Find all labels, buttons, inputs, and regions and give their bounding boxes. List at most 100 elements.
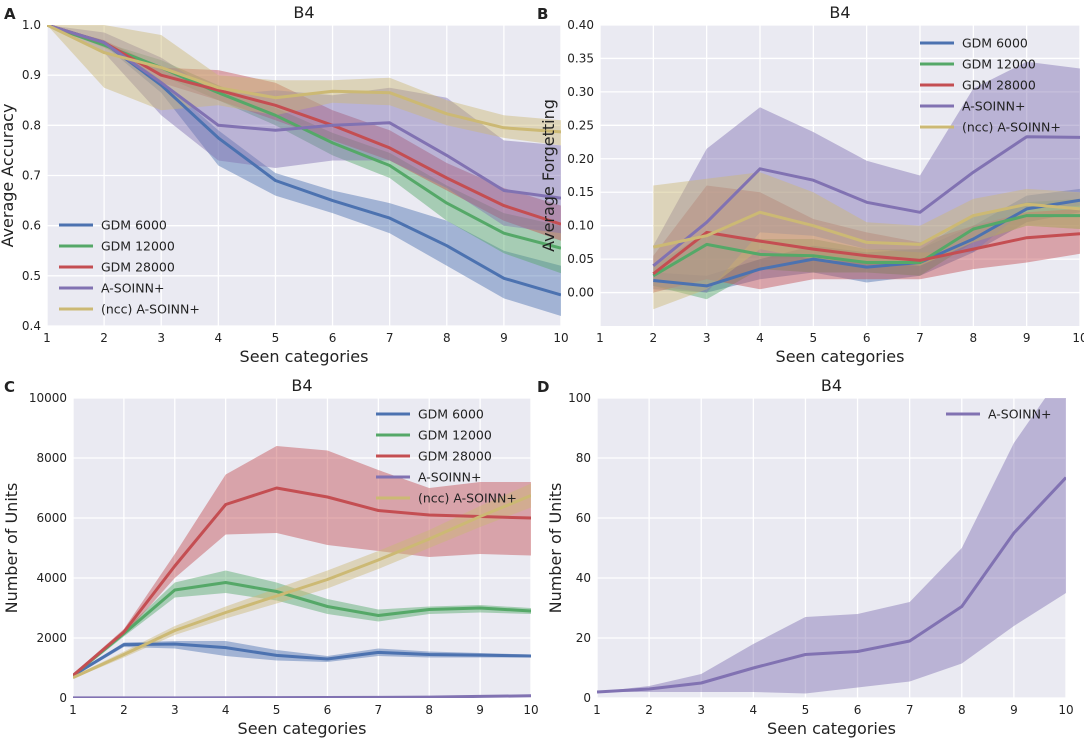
y-tick-label: 0.9	[22, 68, 41, 82]
x-tick-label: 4	[756, 331, 764, 345]
x-tick-label: 5	[273, 703, 281, 717]
y-tick-label: 60	[576, 511, 591, 525]
legend-label-gdm-28000: GDM 28000	[101, 260, 175, 275]
band-ncc-a-soinn	[73, 483, 531, 679]
y-tick-label: 8000	[36, 451, 67, 465]
x-tick-label: 1	[69, 703, 77, 717]
series-line-ncc-a-soinn	[652, 202, 1080, 249]
y-tick-label: 100	[568, 391, 591, 405]
x-tick-label: 4	[215, 331, 223, 345]
x-tick-label: 4	[750, 703, 758, 717]
band-gdm-12000	[653, 198, 1080, 300]
x-tick-label: 6	[329, 331, 337, 345]
x-tick-label: 10	[523, 703, 538, 717]
legend-label-gdm-6000: GDM 6000	[962, 36, 1028, 51]
x-tick-label: 6	[854, 703, 862, 717]
y-tick-label: 0.5	[22, 269, 41, 283]
band-gdm-6000	[653, 188, 1080, 293]
y-tick-label: 4000	[36, 571, 67, 585]
x-tick-label: 1	[43, 331, 51, 345]
x-tick-label: 8	[970, 331, 978, 345]
band-gdm-28000	[73, 446, 531, 677]
x-tick-label: 2	[120, 703, 128, 717]
x-tick-label: 7	[916, 331, 924, 345]
y-tick-label: 40	[576, 571, 591, 585]
y-tick-label: 0.05	[567, 252, 594, 266]
legend-label-a-soinn: A-SOINN+	[988, 407, 1051, 422]
x-tick-label: 10	[1072, 331, 1084, 345]
x-tick-label: 6	[863, 331, 871, 345]
legend-label-ncc-a-soinn: (ncc) A-SOINN+	[418, 491, 517, 506]
plot-background	[597, 398, 1066, 698]
y-tick-label: 80	[576, 451, 591, 465]
series-line-gdm-28000	[73, 486, 531, 677]
x-tick-label: 5	[802, 703, 810, 717]
x-tick-label: 8	[425, 703, 433, 717]
legend-label-gdm-28000: GDM 28000	[962, 78, 1036, 93]
y-tick-label: 20	[576, 631, 591, 645]
x-tick-label: 3	[703, 331, 711, 345]
legend-label-ncc-a-soinn: (ncc) A-SOINN+	[962, 120, 1061, 135]
legend-label-a-soinn: A-SOINN+	[418, 470, 481, 485]
legend-label-a-soinn: A-SOINN+	[101, 281, 164, 296]
x-tick-label: 4	[222, 703, 230, 717]
x-tick-label: 9	[476, 703, 484, 717]
legend: GDM 6000 GDM 12000 GDM 28000 A-SOINN+ (ncc) …	[59, 218, 200, 317]
chart-title: B4	[293, 3, 314, 22]
x-tick-label: 5	[272, 331, 280, 345]
panel-b-forgetting: 1 2 3 4 5 6 7 8 9 10 0.00 0.05 0.10 0.15 0.20 0.25 0.30 0…	[537, 3, 1084, 366]
series-line-gdm-12000	[652, 214, 1080, 278]
x-tick-label: 1	[596, 331, 604, 345]
y-tick-label: 0.15	[567, 185, 594, 199]
panel-letter: A	[4, 5, 16, 23]
series-line-ncc-a-soinn	[73, 494, 531, 679]
x-axis-label: Seen categories	[238, 719, 367, 738]
series-line-gdm-6000	[73, 642, 531, 677]
x-tick-label: 7	[386, 331, 394, 345]
legend: GDM 6000 GDM 12000 GDM 28000 A-SOINN+ (ncc) …	[920, 36, 1061, 135]
x-axis-label: Seen categories	[767, 719, 896, 738]
y-tick-label: 0.10	[567, 219, 594, 233]
y-tick-label: 0.40	[567, 18, 594, 32]
y-tick-label: 0.6	[22, 219, 41, 233]
band-ncc-a-soinn	[653, 172, 1080, 310]
band-gdm-12000	[73, 570, 531, 677]
y-tick-label: 0.25	[567, 118, 594, 132]
y-tick-label: 0	[583, 691, 591, 705]
band-gdm-6000	[73, 641, 531, 677]
y-tick-label: 0.4	[22, 319, 41, 333]
y-tick-label: 0.7	[22, 169, 41, 183]
panel-letter: B	[537, 5, 548, 23]
y-axis-label: Number of Units	[546, 483, 565, 614]
y-tick-label: 2000	[36, 631, 67, 645]
x-tick-label: 7	[906, 703, 914, 717]
x-tick-label: 3	[171, 703, 179, 717]
chart-title: B4	[821, 376, 842, 395]
legend-label-gdm-12000: GDM 12000	[418, 428, 492, 443]
plot-area	[652, 61, 1080, 310]
series-line-gdm-28000	[652, 230, 1080, 275]
x-tick-label: 10	[553, 331, 568, 345]
y-tick-label: 0.00	[567, 286, 594, 300]
plot-area	[73, 446, 531, 698]
x-tick-label: 2	[650, 331, 658, 345]
legend-label-gdm-6000: GDM 6000	[101, 218, 167, 233]
series-line-a-soinn	[652, 135, 1080, 267]
panel-letter: D	[537, 378, 549, 396]
legend: GDM 6000 GDM 12000 GDM 28000 A-SOINN+ (ncc) …	[376, 407, 517, 506]
series-line-a-soinn	[73, 694, 531, 698]
y-tick-label: 10000	[29, 391, 67, 405]
legend-label-a-soinn: A-SOINN+	[962, 99, 1025, 114]
legend: A-SOINN+	[946, 407, 1051, 422]
plot-background	[73, 398, 531, 698]
y-tick-label: 0.35	[567, 51, 594, 65]
plot-area	[597, 398, 1066, 694]
x-axis-label: Seen categories	[776, 347, 905, 366]
y-tick-label: 0.20	[567, 152, 594, 166]
x-axis-label: Seen categories	[240, 347, 369, 366]
x-tick-label: 10	[1058, 703, 1073, 717]
x-tick-label: 9	[500, 331, 508, 345]
series-line-ncc-a-soinn	[47, 25, 561, 134]
y-tick-label: 0	[59, 691, 67, 705]
